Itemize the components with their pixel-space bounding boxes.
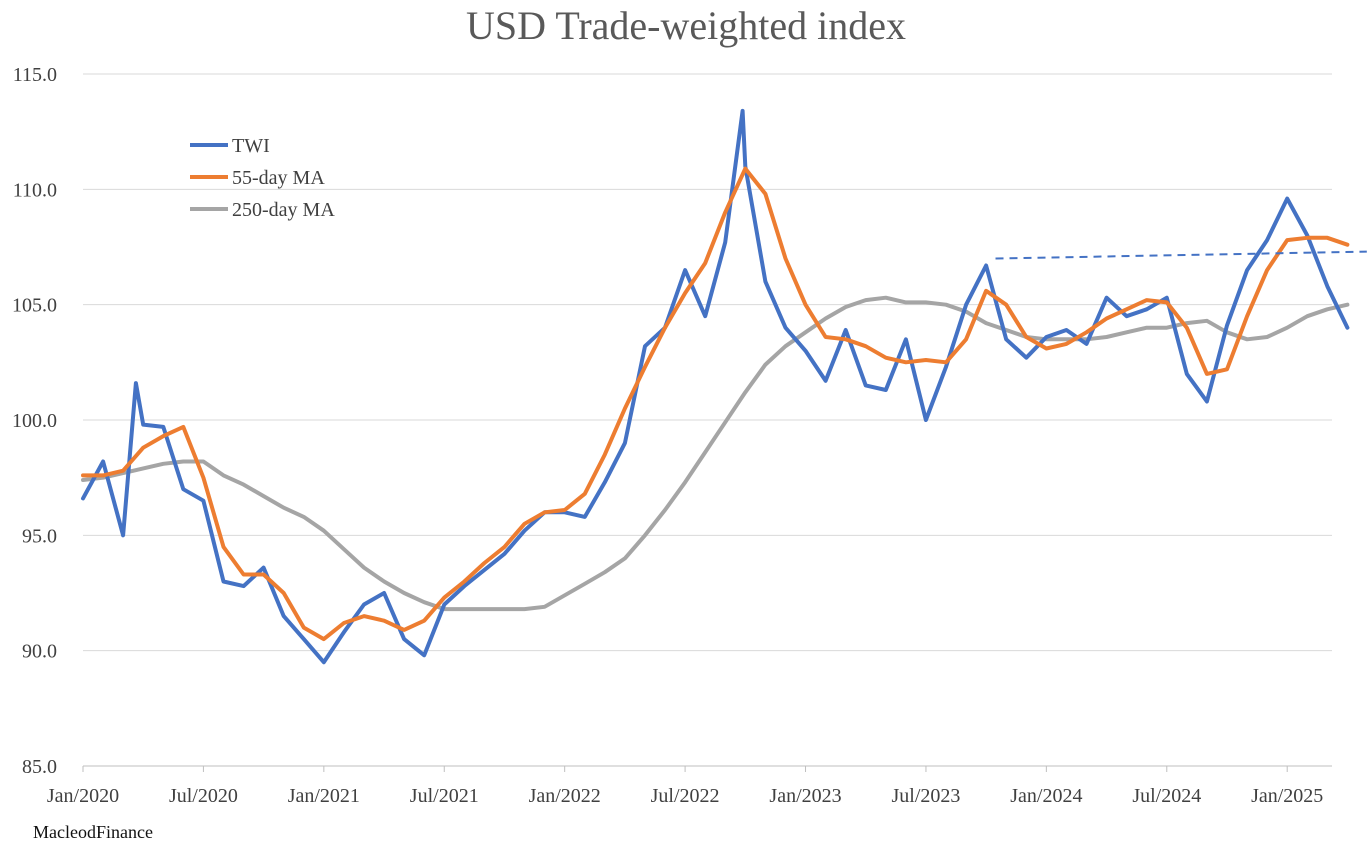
annotations (995, 250, 1367, 260)
y-tick-label: 85.0 (22, 756, 57, 778)
x-tick-label: Jul/2020 (169, 785, 238, 807)
x-tick-label: Jul/2024 (1132, 785, 1201, 807)
x-tick-label: Jan/2024 (1010, 785, 1082, 807)
x-axis: Jan/2020 Jul/2020 Jan/2021 Jul/2021 Jan/2022… (47, 765, 1332, 807)
source-label: MacleodFinance (33, 822, 153, 842)
x-tick-label: Jan/2025 (1251, 785, 1323, 807)
y-tick-label: 115.0 (13, 64, 57, 86)
legend-label: 55-day MA (232, 167, 325, 189)
legend: TWI 55-day MA 250-day MA (190, 135, 335, 221)
legend-label: TWI (232, 135, 270, 157)
y-tick-label: 105.0 (12, 295, 57, 317)
y-tick-label: 95.0 (22, 525, 57, 547)
y-axis-tick-labels: 85.0 90.0 95.0 100.0 105.0 110.0 115.0 (12, 64, 57, 778)
y-tick-label: 90.0 (22, 641, 57, 663)
x-tick-label: Jan/2020 (47, 785, 119, 807)
series-line-twi (81, 108, 1350, 665)
x-tick-label: Jul/2021 (410, 785, 479, 807)
x-tick-label: Jul/2023 (891, 785, 960, 807)
series-lines (81, 108, 1350, 665)
x-tick-label: Jul/2022 (651, 785, 720, 807)
legend-label: 250-day MA (232, 199, 335, 221)
y-tick-label: 110.0 (13, 179, 57, 201)
dashed-trendline (995, 250, 1367, 260)
x-tick-label: Jan/2022 (529, 785, 601, 807)
series-line-55-day-ma (81, 166, 1350, 642)
x-tick-label: Jan/2021 (288, 785, 360, 807)
series-line-250-day-ma (81, 295, 1350, 612)
x-tick-label: Jan/2023 (769, 785, 841, 807)
chart-title: USD Trade-weighted index (466, 3, 906, 48)
y-tick-label: 100.0 (12, 410, 57, 432)
